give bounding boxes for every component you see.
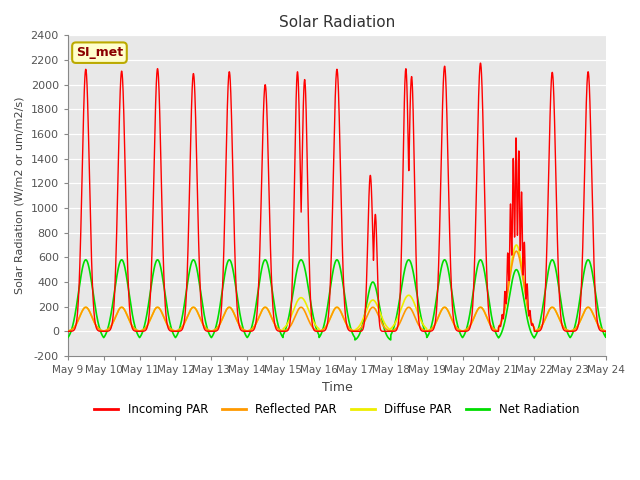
- Legend: Incoming PAR, Reflected PAR, Diffuse PAR, Net Radiation: Incoming PAR, Reflected PAR, Diffuse PAR…: [90, 398, 584, 420]
- Y-axis label: Solar Radiation (W/m2 or um/m2/s): Solar Radiation (W/m2 or um/m2/s): [15, 97, 25, 294]
- X-axis label: Time: Time: [321, 381, 353, 394]
- Text: SI_met: SI_met: [76, 46, 123, 59]
- Title: Solar Radiation: Solar Radiation: [279, 15, 395, 30]
